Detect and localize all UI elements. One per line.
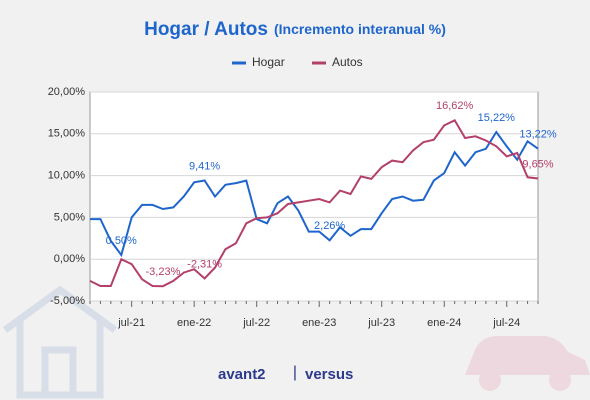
- x-tick-label: ene-22: [177, 317, 211, 329]
- data-label: 2,26%: [314, 220, 345, 232]
- legend-label: Hogar: [252, 55, 285, 69]
- data-label: 9,41%: [189, 160, 220, 172]
- x-tick-label: jul-24: [492, 317, 520, 329]
- legend-label: Autos: [332, 55, 363, 69]
- title: Hogar / Autos: [144, 19, 268, 40]
- y-tick-label: 5,00%: [54, 211, 85, 223]
- y-tick-label: 20,00%: [48, 86, 86, 98]
- data-label: 16,62%: [436, 100, 474, 112]
- y-tick-label: 15,00%: [48, 128, 86, 140]
- x-tick-label: ene-23: [302, 317, 336, 329]
- house-icon: [2, 285, 118, 399]
- data-label: 0,50%: [106, 235, 137, 247]
- series-line: [90, 130, 539, 258]
- x-tick-label: jul-22: [242, 317, 270, 329]
- data-label: 9,65%: [522, 158, 553, 170]
- x-tick-label: jul-23: [367, 317, 395, 329]
- series-line: [89, 118, 539, 288]
- footer-brand: avant2: [218, 366, 266, 383]
- footer-separator: |: [293, 364, 297, 381]
- x-tick-label: jul-21: [117, 317, 145, 329]
- y-tick-label: -5,00%: [50, 295, 85, 307]
- car-icon: [465, 336, 590, 391]
- subtitle: (Incremento interanual %): [274, 21, 446, 37]
- data-label: 13,22%: [519, 129, 557, 141]
- chart-title: Hogar / Autos (Incremento interanual %): [144, 19, 446, 40]
- y-tick-label: 10,00%: [48, 170, 86, 182]
- x-tick-label: ene-24: [427, 317, 461, 329]
- data-label: -2,31%: [187, 258, 222, 270]
- y-tick-label: 0,00%: [54, 253, 85, 265]
- footer-brand: versus: [305, 366, 353, 383]
- data-label: 15,22%: [478, 112, 516, 124]
- data-label: -3,23%: [146, 266, 181, 278]
- plot-area: [89, 91, 539, 302]
